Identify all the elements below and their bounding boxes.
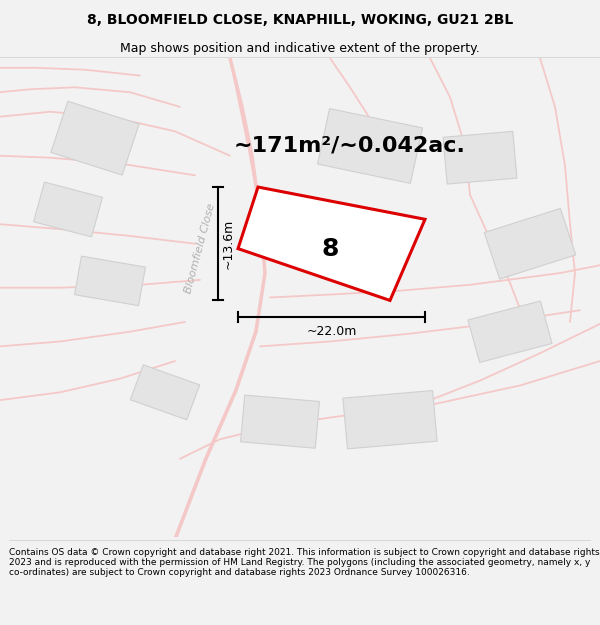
Polygon shape xyxy=(468,301,552,362)
Polygon shape xyxy=(343,391,437,449)
Text: ~22.0m: ~22.0m xyxy=(307,325,356,338)
Polygon shape xyxy=(238,187,425,301)
Polygon shape xyxy=(74,256,145,306)
Text: 8, BLOOMFIELD CLOSE, KNAPHILL, WOKING, GU21 2BL: 8, BLOOMFIELD CLOSE, KNAPHILL, WOKING, G… xyxy=(87,12,513,27)
Polygon shape xyxy=(443,131,517,184)
Polygon shape xyxy=(241,395,319,448)
Text: 8: 8 xyxy=(322,237,338,261)
Text: ~13.6m: ~13.6m xyxy=(222,219,235,269)
Polygon shape xyxy=(51,101,139,175)
Text: Map shows position and indicative extent of the property.: Map shows position and indicative extent… xyxy=(120,42,480,55)
Polygon shape xyxy=(130,365,200,420)
Text: ~171m²/~0.042ac.: ~171m²/~0.042ac. xyxy=(234,136,466,156)
Polygon shape xyxy=(34,182,103,237)
Polygon shape xyxy=(317,109,422,183)
Text: Bloomfield Close: Bloomfield Close xyxy=(183,202,217,295)
Text: Contains OS data © Crown copyright and database right 2021. This information is : Contains OS data © Crown copyright and d… xyxy=(9,548,599,578)
Polygon shape xyxy=(484,208,576,279)
